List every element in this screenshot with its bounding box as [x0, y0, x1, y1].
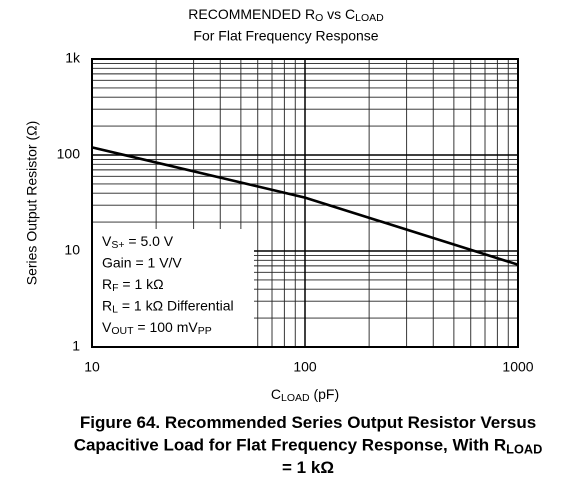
- figure-caption: Figure 64. Recommended Series Output Res…: [80, 413, 536, 432]
- text-part: C: [271, 386, 281, 402]
- text-part: Figure 64. Recommended Series Output Res…: [80, 413, 536, 432]
- annotation-box: [93, 229, 254, 346]
- text-part: = 1 kΩ Differential: [118, 297, 234, 313]
- annotation-line: VS+ = 5.0 V: [102, 233, 174, 251]
- subscript: F: [112, 282, 118, 294]
- text-part: = 100 mV: [134, 319, 199, 335]
- x-tick-label: 1000: [502, 359, 533, 375]
- subscript: PP: [198, 325, 212, 337]
- subscript: S+: [111, 239, 124, 251]
- x-tick-label: 10: [84, 359, 100, 375]
- y-tick-label: 1k: [65, 50, 81, 66]
- text-part: vs C: [323, 6, 355, 22]
- subscript: LOAD: [281, 392, 310, 404]
- subscript: OUT: [111, 325, 134, 337]
- chart-subtitle: For Flat Frequency Response: [193, 28, 378, 44]
- subscript: O: [315, 12, 323, 24]
- text-part: = 5.0 V: [124, 233, 173, 249]
- text-part: R: [102, 276, 112, 292]
- figure-caption: Capacitive Load for Flat Frequency Respo…: [74, 436, 543, 457]
- text-part: V: [102, 319, 112, 335]
- x-axis-label: CLOAD (pF): [271, 386, 339, 404]
- y-tick-label: 100: [57, 146, 81, 162]
- y-axis-label: Series Output Resistor (Ω): [24, 121, 40, 286]
- y-tick-label: 10: [64, 242, 80, 258]
- plot-frame: [91, 58, 519, 348]
- chart-title: RECOMMENDED RO vs CLOAD: [188, 6, 384, 24]
- text-part: R: [102, 297, 112, 313]
- annotation-line: RF = 1 kΩ: [102, 276, 164, 294]
- subscript: LOAD: [355, 12, 384, 24]
- text-part: Gain = 1 V/V: [102, 254, 182, 270]
- series-line: [91, 146, 519, 266]
- annotation-line: RL = 1 kΩ Differential: [102, 297, 234, 315]
- annotation-line: Gain = 1 V/V: [102, 254, 182, 270]
- figure-caption: = 1 kΩ: [282, 458, 334, 477]
- x-tick-label: 100: [293, 359, 317, 375]
- text-part: RECOMMENDED R: [188, 6, 315, 22]
- text-part: Capacitive Load for Flat Frequency Respo…: [74, 436, 506, 455]
- text-part: = 1 kΩ: [282, 458, 334, 477]
- text-part: (pF): [310, 386, 340, 402]
- y-tick-label: 1: [72, 338, 80, 354]
- subscript: L: [112, 304, 118, 316]
- text-part: V: [102, 233, 112, 249]
- text-part: = 1 kΩ: [119, 276, 164, 292]
- annotation-line: VOUT = 100 mVPP: [102, 319, 212, 337]
- subscript: LOAD: [506, 442, 542, 457]
